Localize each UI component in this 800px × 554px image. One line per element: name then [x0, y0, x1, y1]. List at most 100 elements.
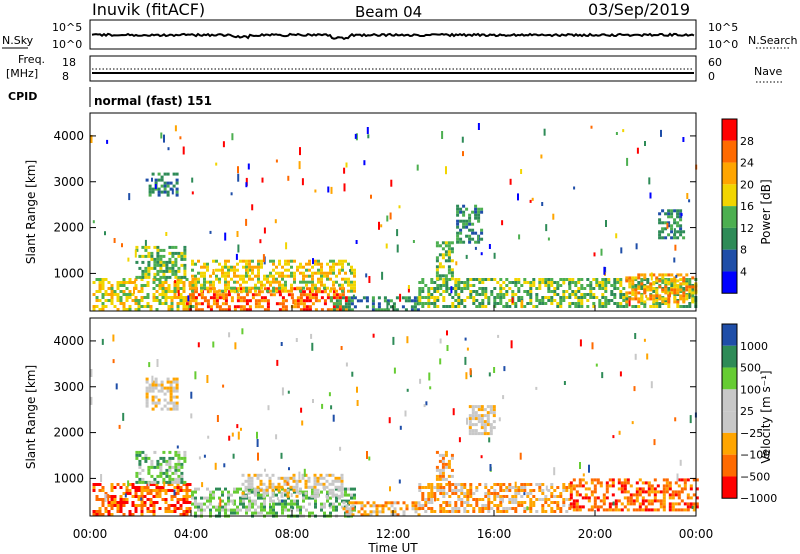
velocity-cell: [280, 494, 284, 498]
power-ytick-label: 1000: [53, 266, 84, 280]
velocity-cell: [319, 473, 323, 477]
velocity-cell: [125, 489, 129, 492]
power-cell: [176, 302, 180, 305]
power-cell: [517, 299, 521, 302]
velocity-cell: [304, 473, 308, 477]
power-cell: [257, 299, 261, 303]
velocity-cell: [451, 492, 455, 495]
velocity-cell: [532, 501, 536, 504]
power-cell: [676, 224, 680, 228]
velocity-cell: [311, 342, 314, 351]
velocity-cell: [505, 486, 509, 489]
power-cell: [131, 299, 135, 302]
power-cell: [146, 296, 150, 299]
power-cell: [462, 204, 466, 208]
velocity-cell: [200, 508, 203, 512]
power-cell: [418, 281, 422, 284]
velocity-cell: [107, 510, 111, 513]
velocity-cell: [445, 483, 449, 486]
power-cell: [679, 305, 683, 308]
power-cell: [110, 302, 114, 305]
velocity-cell: [439, 486, 443, 489]
power-cell: [469, 278, 473, 281]
velocity-cell: [215, 505, 218, 509]
velocity-cell: [268, 482, 272, 486]
velocity-cell: [152, 510, 156, 513]
velocity-cell: [221, 505, 224, 509]
velocity-cell: [614, 502, 618, 506]
power-cell: [421, 287, 425, 290]
power-cell: [676, 291, 680, 295]
power-cell: [177, 269, 181, 273]
power-cell: [407, 285, 410, 289]
velocity-cell: [316, 494, 320, 498]
velocity-cell: [185, 483, 189, 486]
power-cell: [224, 289, 227, 293]
velocity-cell: [172, 407, 176, 411]
velocity-cell: [477, 432, 481, 436]
velocity-cell: [484, 486, 488, 489]
x-axis-label: Time UT: [367, 541, 418, 554]
velocity-colorbar-segment: [722, 367, 737, 390]
power-cell: [174, 263, 178, 267]
power-cell: [242, 289, 245, 293]
velocity-cell: [644, 505, 648, 509]
velocity-cell: [248, 496, 251, 500]
velocity-cell: [331, 491, 335, 495]
velocity-cell: [499, 504, 503, 507]
velocity-cell: [559, 507, 563, 510]
power-cell: [544, 296, 548, 299]
power-cell: [365, 273, 368, 278]
velocity-cell: [471, 417, 475, 421]
power-cell: [287, 274, 290, 278]
velocity-cell: [689, 415, 692, 424]
velocity-cell: [617, 481, 621, 485]
power-cell: [122, 278, 126, 281]
power-cell: [314, 299, 318, 303]
power-cell: [435, 256, 439, 260]
velocity-cell: [489, 411, 493, 415]
velocity-cell: [135, 450, 139, 454]
velocity-cell: [620, 502, 624, 506]
power-cell: [601, 305, 605, 308]
power-cell: [146, 284, 150, 287]
velocity-cell: [207, 435, 210, 439]
velocity-cell: [166, 407, 170, 411]
velocity-cell: [155, 486, 159, 489]
power-cell: [655, 296, 659, 299]
power-cell: [392, 308, 396, 312]
velocity-cell: [526, 506, 529, 511]
power-cell: [465, 207, 469, 211]
velocity-cell: [153, 480, 157, 484]
velocity-cell: [254, 508, 257, 512]
velocity-cell: [393, 507, 397, 511]
velocity-cell: [457, 510, 461, 513]
velocity-cell: [314, 502, 317, 506]
power-cell: [445, 290, 449, 293]
power-cell: [191, 177, 194, 183]
power-cell: [101, 278, 105, 281]
velocity-cell: [316, 482, 320, 486]
power-cell: [290, 293, 294, 297]
velocity-cell: [296, 508, 299, 512]
power-cell: [183, 266, 187, 270]
power-cell: [673, 282, 677, 286]
velocity-cell: [283, 482, 287, 486]
power-cell: [236, 268, 239, 272]
velocity-cell: [272, 511, 275, 515]
power-cell: [239, 299, 243, 303]
velocity-cell: [366, 513, 370, 517]
power-cell: [248, 274, 251, 278]
velocity-cell: [137, 486, 141, 489]
velocity-cell: [463, 495, 467, 498]
power-cell: [221, 308, 225, 312]
velocity-cell: [259, 473, 263, 477]
power-cell: [586, 293, 590, 296]
power-cell: [269, 271, 272, 275]
power-cell: [200, 302, 204, 306]
power-cell: [523, 278, 527, 281]
power-cell: [610, 290, 614, 293]
power-cell: [275, 159, 278, 163]
velocity-cell: [172, 377, 176, 381]
power-cell: [444, 253, 448, 257]
